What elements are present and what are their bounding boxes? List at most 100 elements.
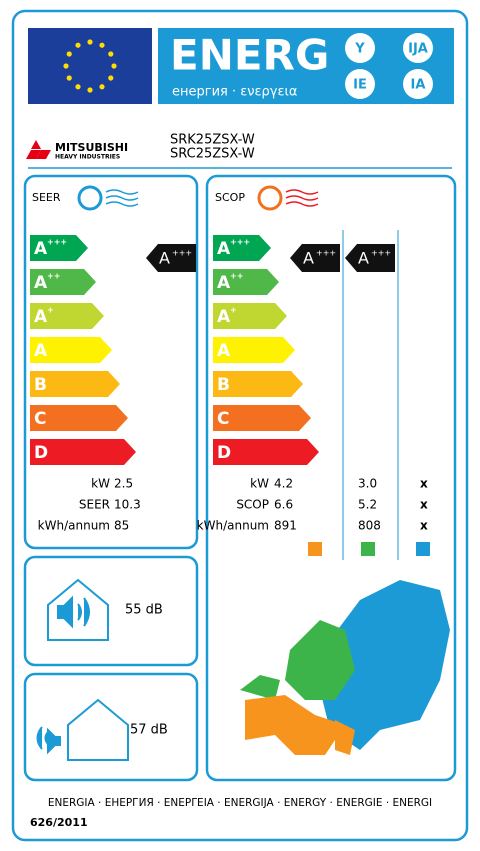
energy-banner bbox=[158, 28, 454, 104]
europe-map bbox=[240, 580, 450, 755]
class-letter: A bbox=[34, 239, 48, 259]
language-letter: IJA bbox=[408, 42, 428, 57]
flag-star bbox=[108, 75, 114, 81]
map-zone bbox=[245, 695, 355, 755]
brand-name: MITSUBISHI bbox=[55, 141, 128, 154]
class-letter: C bbox=[34, 409, 46, 429]
language-badge bbox=[403, 33, 433, 63]
class-letter: A bbox=[217, 239, 231, 259]
spec-value: 3.0 bbox=[358, 477, 377, 491]
cooling-panel bbox=[23, 174, 199, 550]
class-letter: A bbox=[34, 341, 48, 361]
model: SRC25ZSX-W bbox=[170, 147, 255, 162]
rating-arrow bbox=[290, 244, 340, 272]
class-arrow bbox=[213, 439, 319, 465]
rating-sup: +++ bbox=[172, 249, 192, 258]
spec-value: 891 bbox=[274, 519, 297, 533]
brand-sub: HEAVY INDUSTRIES bbox=[55, 154, 120, 161]
flag-star bbox=[99, 84, 105, 90]
spec-value: x bbox=[420, 519, 428, 533]
spec-label: kW bbox=[250, 477, 269, 491]
flag-star bbox=[87, 39, 93, 45]
class-arrow bbox=[213, 303, 287, 329]
class-sup: ++ bbox=[230, 272, 243, 281]
heating-label: SCOP bbox=[215, 191, 245, 204]
class-letter: A bbox=[217, 273, 231, 293]
spec-label: kW bbox=[91, 477, 110, 491]
hot-air-icon bbox=[285, 189, 319, 207]
logo-diamond bbox=[36, 150, 51, 159]
class-sup: +++ bbox=[47, 238, 67, 247]
class-arrow bbox=[30, 337, 112, 363]
energy-word: ENERG bbox=[170, 31, 329, 80]
fan-icon bbox=[77, 185, 103, 211]
rating-letter: A bbox=[303, 249, 314, 268]
class-arrow bbox=[30, 269, 96, 295]
language-badge bbox=[345, 69, 375, 99]
flag-star bbox=[66, 75, 72, 81]
spec-label: SCOP bbox=[236, 498, 269, 512]
indoor-noise: 55 dB bbox=[125, 603, 163, 618]
class-letter: D bbox=[34, 443, 48, 463]
language-badge bbox=[345, 33, 375, 63]
outdoor-house-icon bbox=[67, 698, 129, 761]
class-arrow bbox=[30, 303, 104, 329]
flag-star bbox=[87, 87, 93, 93]
class-sup: + bbox=[47, 306, 54, 315]
class-letter: A bbox=[217, 341, 231, 361]
language-letter: Y bbox=[354, 42, 365, 57]
rating-letter: A bbox=[159, 249, 170, 268]
class-arrow bbox=[213, 337, 295, 363]
class-arrow bbox=[213, 405, 311, 431]
class-letter: C bbox=[217, 409, 229, 429]
speaker-icon bbox=[36, 726, 61, 755]
class-sup: ++ bbox=[47, 272, 60, 281]
spec-value: 85 bbox=[114, 519, 129, 533]
spec-value: 2.5 bbox=[114, 477, 133, 491]
heating-panel bbox=[205, 174, 457, 782]
rating-sup: +++ bbox=[371, 249, 391, 258]
flag-star bbox=[75, 84, 81, 90]
cooling-label: SEER bbox=[32, 191, 61, 204]
label-border bbox=[11, 9, 469, 842]
language-letter: IE bbox=[353, 78, 367, 93]
map-zone bbox=[320, 580, 450, 750]
rating-letter: A bbox=[358, 249, 369, 268]
speaker-icon bbox=[57, 595, 90, 629]
class-arrow bbox=[213, 371, 303, 397]
flag-star bbox=[66, 51, 72, 57]
outdoor-noise: 57 dB bbox=[130, 723, 168, 738]
spec-value: 808 bbox=[358, 519, 381, 533]
rating-sup: +++ bbox=[316, 249, 336, 258]
spec-value: x bbox=[420, 498, 428, 512]
spec-label: kWh/annum bbox=[197, 519, 269, 533]
class-sup: +++ bbox=[230, 238, 250, 247]
class-letter: A bbox=[217, 307, 231, 327]
flag-star bbox=[63, 63, 69, 69]
regulation: 626/2011 bbox=[30, 816, 88, 829]
flag-star bbox=[111, 63, 117, 69]
class-arrow bbox=[213, 235, 271, 261]
map-zone bbox=[240, 620, 355, 700]
model: SRK25ZSX-W bbox=[170, 133, 255, 148]
spec-value: 10.3 bbox=[114, 498, 141, 512]
rating-arrow bbox=[345, 244, 395, 272]
class-letter: B bbox=[34, 375, 47, 395]
fan-icon bbox=[257, 185, 283, 211]
class-sup: + bbox=[230, 306, 237, 315]
class-arrow bbox=[213, 269, 279, 295]
class-arrow bbox=[30, 371, 120, 397]
indoor-house-icon bbox=[47, 578, 109, 641]
spec-value: x bbox=[420, 477, 428, 491]
spec-label: kWh/annum bbox=[38, 519, 110, 533]
class-letter: D bbox=[217, 443, 231, 463]
class-letter: A bbox=[34, 307, 48, 327]
outdoor-noise-panel bbox=[23, 672, 199, 782]
zone-swatch bbox=[361, 542, 375, 556]
rating-arrow bbox=[146, 244, 196, 272]
spec-label: SEER bbox=[79, 498, 110, 512]
class-arrow bbox=[30, 405, 128, 431]
spec-value: 6.6 bbox=[274, 498, 293, 512]
logo-diamond bbox=[31, 140, 41, 149]
